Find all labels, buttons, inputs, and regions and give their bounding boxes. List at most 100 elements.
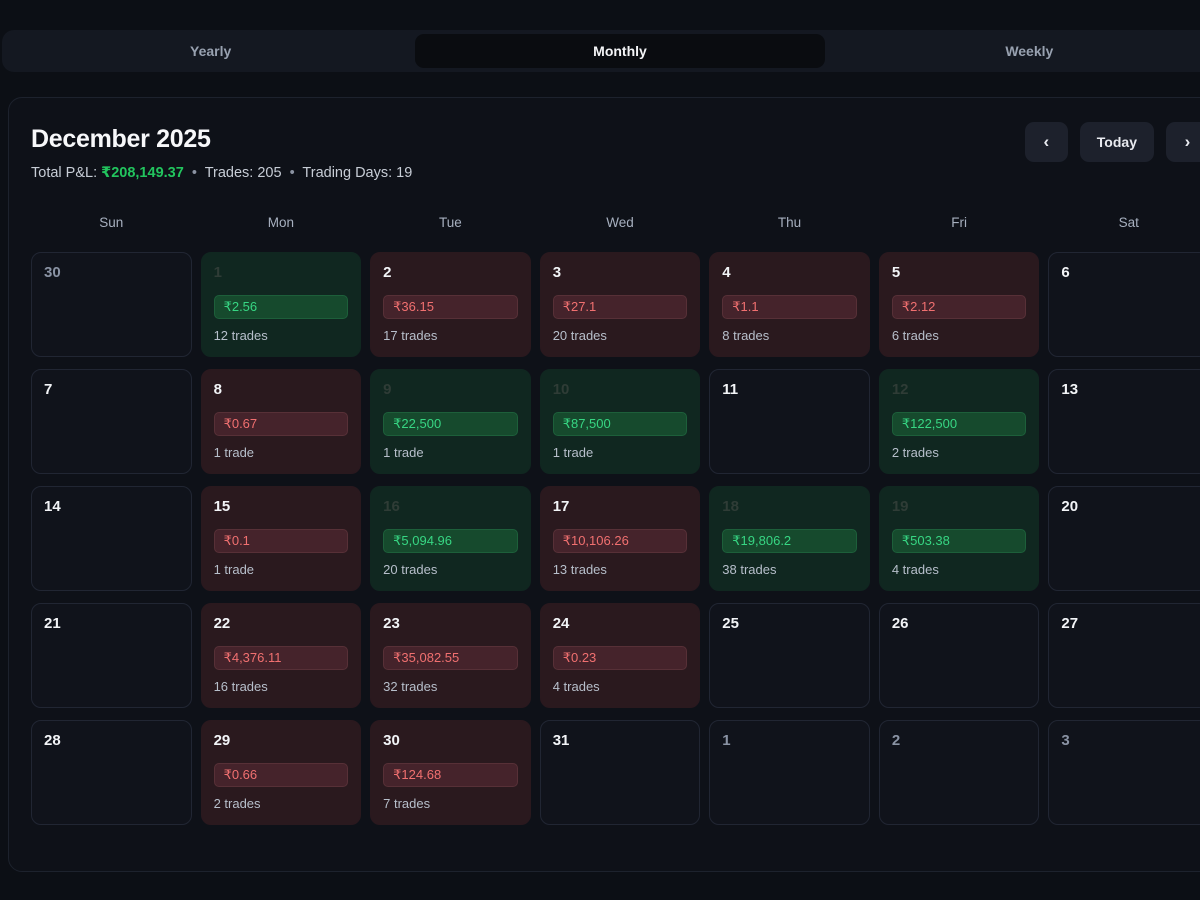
calendar-day-cell[interactable]: 24 ₹0.23 4 trades [539, 603, 701, 708]
trades-count: 6 trades [891, 328, 939, 343]
day-number: 2 [891, 732, 901, 749]
calendar-day-cell[interactable]: 11 [709, 369, 870, 474]
day-number: 31 [552, 732, 570, 749]
summary-line: Total P&L: ₹208,149.37 • Trades: 205 • T… [31, 165, 412, 181]
calendar-day-cell[interactable]: 25 [709, 603, 870, 708]
trades-count: 1 trade [383, 445, 424, 460]
calendar-day-cell[interactable]: 23 ₹35,082.55 32 trades [370, 603, 531, 708]
calendar-day-cell[interactable]: 30 ₹124.68 7 trades [370, 720, 531, 825]
calendar-day-cell[interactable]: 8 ₹0.67 1 trade [200, 369, 362, 474]
header-left: December 2025 Total P&L: ₹208,149.37 • T… [31, 122, 412, 181]
calendar-day-cell[interactable]: 20 [1048, 486, 1200, 591]
day-number: 27 [1061, 615, 1079, 632]
calendar-day-cell[interactable]: 1 [709, 720, 870, 825]
day-number: 24 [552, 615, 570, 632]
trades-count: 4 trades [552, 679, 600, 694]
calendar-day-cell[interactable]: 3 [1048, 720, 1200, 825]
calendar-day-cell[interactable]: 16 ₹5,094.96 20 trades [370, 486, 531, 591]
calendar-day-cell[interactable]: 12 ₹122,500 2 trades [878, 369, 1040, 474]
day-number: 5 [891, 264, 901, 281]
calendar-day-cell[interactable]: 28 [31, 720, 192, 825]
total-pnl-label: Total P&L: [31, 165, 98, 181]
calendar-day-cell[interactable]: 7 [31, 369, 192, 474]
day-number: 30 [383, 732, 400, 749]
period-tabbar: Yearly Monthly Weekly [2, 30, 1200, 72]
day-number: 16 [383, 498, 400, 515]
day-number: 17 [552, 498, 570, 515]
calendar-day-cell[interactable]: 13 [1048, 369, 1200, 474]
trades-count: 38 trades [722, 562, 777, 577]
pnl-badge: ₹0.67 [213, 412, 349, 436]
pnl-badge: ₹10,106.26 [552, 529, 688, 553]
chevron-left-icon: ‹ [1043, 132, 1050, 151]
trades-count: 2 trades [213, 796, 261, 811]
day-number: 26 [891, 615, 909, 632]
calendar-day-cell[interactable]: 18 ₹19,806.2 38 trades [709, 486, 870, 591]
today-button[interactable]: Today [1079, 122, 1154, 162]
day-number: 7 [44, 381, 53, 398]
calendar-day-cell[interactable]: 6 [1048, 252, 1200, 357]
trades-count: 17 trades [383, 328, 438, 343]
trades-count: 13 trades [552, 562, 607, 577]
day-number: 3 [1061, 732, 1070, 749]
pnl-badge: ₹2.12 [891, 295, 1027, 319]
calendar-day-cell[interactable]: 17 ₹10,106.26 13 trades [539, 486, 701, 591]
pnl-badge: ₹87,500 [552, 412, 688, 436]
day-number: 29 [213, 732, 231, 749]
pnl-badge: ₹4,376.11 [213, 646, 349, 670]
calendar-grid: 30 1 ₹2.56 12 trades 2 ₹36.15 17 trades 3 ₹27.1 2… [31, 252, 1200, 825]
calendar-day-cell[interactable]: 31 [539, 720, 701, 825]
day-number: 13 [1061, 381, 1079, 398]
calendar-day-cell[interactable]: 29 ₹0.66 2 trades [200, 720, 362, 825]
calendar-day-cell[interactable]: 21 [31, 603, 192, 708]
calendar-day-cell[interactable]: 15 ₹0.1 1 trade [200, 486, 362, 591]
calendar-day-cell[interactable]: 2 ₹36.15 17 trades [370, 252, 531, 357]
pnl-badge: ₹22,500 [383, 412, 518, 436]
day-number: 22 [213, 615, 231, 632]
calendar-day-cell[interactable]: 9 ₹22,500 1 trade [370, 369, 531, 474]
separator-dot: • [191, 165, 197, 181]
weekday-label-fri: Fri [951, 215, 967, 230]
day-number: 15 [213, 498, 231, 515]
trades-count: 20 trades [552, 328, 607, 343]
calendar-day-cell[interactable]: 30 [31, 252, 192, 357]
pnl-badge: ₹27.1 [552, 295, 688, 319]
calendar-card: December 2025 Total P&L: ₹208,149.37 • T… [8, 97, 1200, 872]
day-number: 19 [891, 498, 909, 515]
day-number: 18 [722, 498, 739, 515]
next-month-button[interactable]: › [1166, 122, 1200, 162]
card-header: December 2025 Total P&L: ₹208,149.37 • T… [31, 122, 1200, 181]
separator-dot: • [289, 165, 295, 181]
calendar-day-cell[interactable]: 2 [878, 720, 1040, 825]
tab-monthly[interactable]: Monthly [415, 34, 825, 68]
weekday-label-tue: Tue [439, 215, 462, 230]
calendar-day-cell[interactable]: 4 ₹1.1 8 trades [709, 252, 870, 357]
pnl-badge: ₹122,500 [891, 412, 1027, 436]
day-number: 23 [383, 615, 400, 632]
calendar-day-cell[interactable]: 14 [31, 486, 192, 591]
calendar-day-cell[interactable]: 5 ₹2.12 6 trades [878, 252, 1040, 357]
day-number: 2 [383, 264, 392, 281]
pnl-badge: ₹36.15 [383, 295, 518, 319]
chevron-right-icon: › [1184, 132, 1191, 151]
calendar-day-cell[interactable]: 10 ₹87,500 1 trade [539, 369, 701, 474]
day-number: 14 [44, 498, 61, 515]
calendar-day-cell[interactable]: 26 [878, 603, 1040, 708]
weekday-label-sun: Sun [99, 215, 124, 230]
calendar-day-cell[interactable]: 27 [1048, 603, 1200, 708]
calendar-day-cell[interactable]: 22 ₹4,376.11 16 trades [200, 603, 362, 708]
prev-month-button[interactable]: ‹ [1024, 122, 1068, 162]
month-title: December 2025 [31, 125, 211, 153]
calendar-day-cell[interactable]: 3 ₹27.1 20 trades [539, 252, 701, 357]
tab-weekly[interactable]: Weekly [825, 34, 1200, 68]
calendar-day-cell[interactable]: 1 ₹2.56 12 trades [200, 252, 362, 357]
calendar-day-cell[interactable]: 19 ₹503.38 4 trades [878, 486, 1040, 591]
day-number: 10 [552, 381, 570, 398]
pnl-badge: ₹124.68 [383, 763, 518, 787]
trades-summary: Trades: 205 [204, 165, 282, 181]
pnl-badge: ₹1.1 [722, 295, 857, 319]
tab-yearly[interactable]: Yearly [6, 34, 415, 68]
weekday-label-wed: Wed [606, 215, 634, 230]
day-number: 21 [44, 615, 61, 632]
weekday-label-mon: Mon [267, 215, 294, 230]
